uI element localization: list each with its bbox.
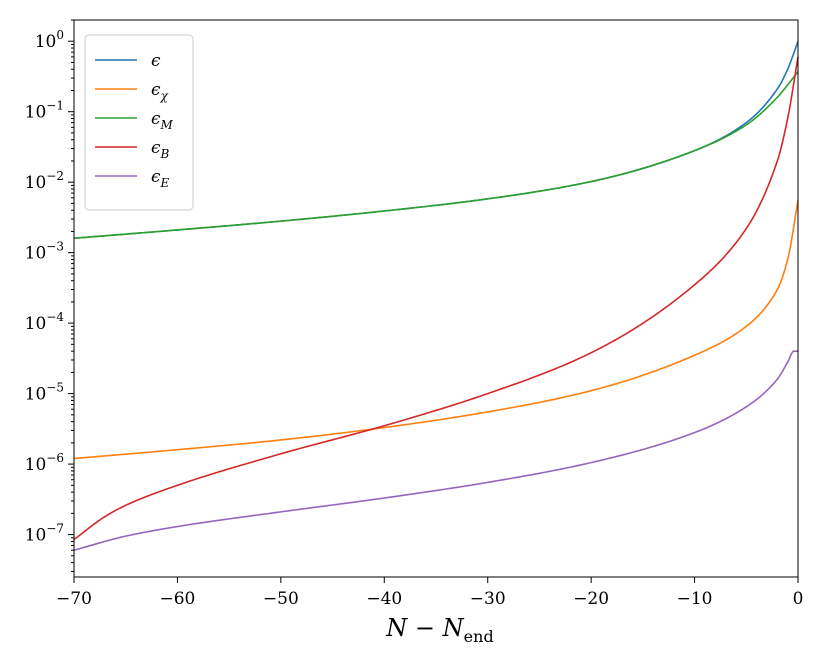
y-tick-base: 10 <box>25 103 47 123</box>
y-tick-exponent: −5 <box>46 381 64 395</box>
y-tick-exponent: −4 <box>46 310 64 324</box>
legend-entry-symbol: ϵ <box>151 167 161 187</box>
y-tick-exponent: −6 <box>46 451 64 465</box>
y-tick-label: 10−1 <box>25 99 64 123</box>
y-tick-label: 10−7 <box>25 522 64 546</box>
legend-entry-subscript: B <box>160 147 170 161</box>
y-tick-base: 10 <box>25 314 47 334</box>
y-tick-exponent: −2 <box>46 169 64 183</box>
y-tick-base: 10 <box>25 455 47 475</box>
y-tick-label: 10−6 <box>25 451 64 475</box>
x-tick-label: −10 <box>677 589 713 609</box>
legend-entry: ϵB <box>151 138 170 161</box>
y-tick-exponent: −7 <box>46 522 64 536</box>
y-tick-exponent: 0 <box>56 28 64 42</box>
x-tick-label: −30 <box>470 589 506 609</box>
x-tick-label: −70 <box>56 589 92 609</box>
y-tick-label: 10−5 <box>25 381 64 405</box>
y-tick-label: 100 <box>35 28 64 52</box>
x-axis: −70 −60 −50 −40 −30 −20 −10 0 <box>56 577 803 609</box>
y-tick-label: 10−4 <box>25 310 65 334</box>
x-axis-label: N − Nend <box>385 614 493 646</box>
legend-entry: ϵM <box>151 109 174 132</box>
series-line-E <box>73 350 798 551</box>
y-tick-exponent: −1 <box>46 99 64 113</box>
x-tick-label: 0 <box>793 589 804 609</box>
y-tick-base: 10 <box>25 173 47 193</box>
legend-entry-symbol: ϵ <box>151 51 161 71</box>
x-tick-label: −40 <box>366 589 402 609</box>
x-tick-label: −50 <box>263 589 299 609</box>
y-tick-base: 10 <box>25 526 47 546</box>
x-axis-label-subscript: end <box>464 627 494 646</box>
y-tick-base: 10 <box>25 385 47 405</box>
y-tick-base: 10 <box>25 244 47 264</box>
legend-box <box>84 34 194 211</box>
legend-entry-subscript: M <box>160 118 174 132</box>
legend-entry-symbol: ϵ <box>151 80 161 100</box>
legend-entry-subscript: E <box>160 176 170 190</box>
series-line-χ <box>73 200 799 460</box>
legend-entry-symbol: ϵ <box>151 109 161 129</box>
y-tick-exponent: −3 <box>46 240 64 254</box>
y-tick-label: 10−3 <box>25 240 64 264</box>
plot-frame <box>73 19 799 578</box>
legend-entry: ϵ <box>151 51 161 71</box>
legend-entry-symbol: ϵ <box>151 138 161 158</box>
x-tick-label: −20 <box>573 589 609 609</box>
legend-entry-subscript: χ <box>160 89 169 103</box>
x-tick-label: −60 <box>159 589 195 609</box>
y-tick-base: 10 <box>35 32 57 52</box>
legend-entry: ϵE <box>151 167 170 190</box>
series-line-M <box>73 71 799 240</box>
legend-entry: ϵχ <box>151 80 169 103</box>
series-line-B <box>73 56 799 541</box>
y-tick-label: 10−2 <box>25 169 64 193</box>
series-lines <box>73 40 799 551</box>
